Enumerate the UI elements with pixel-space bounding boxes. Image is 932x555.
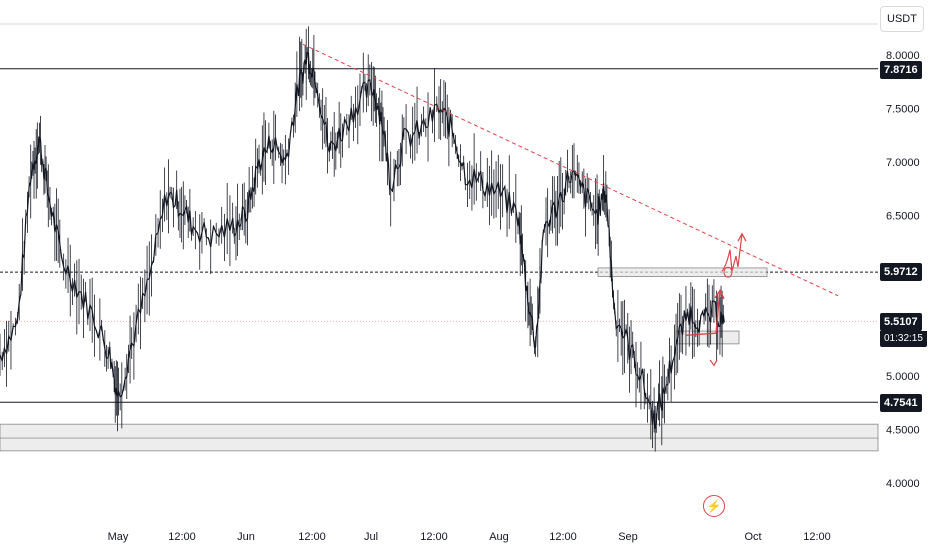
series-layer bbox=[0, 26, 725, 452]
breakout-arrow bbox=[721, 232, 747, 272]
zone-box bbox=[597, 267, 768, 277]
x-tick-label: May bbox=[108, 531, 129, 543]
zones-layer bbox=[0, 267, 879, 452]
y-tick-label: 7.5000 bbox=[886, 104, 920, 116]
y-tick-label: 4.5000 bbox=[886, 425, 920, 437]
mid-price-tag: 5.9712 bbox=[880, 263, 922, 281]
down-arrow bbox=[709, 359, 718, 367]
currency-selector[interactable]: USDT bbox=[880, 6, 924, 32]
x-tick-label: 12:00 bbox=[803, 531, 831, 543]
y-tick-label: 5.0000 bbox=[886, 371, 920, 383]
resistance-price-tag: 7.8716 bbox=[880, 61, 922, 79]
x-tick-label: 12:00 bbox=[549, 531, 577, 543]
current-price-tag: 5.5107 bbox=[880, 313, 922, 331]
support-price-tag: 4.7541 bbox=[880, 394, 922, 412]
x-tick-label: 12:00 bbox=[420, 531, 448, 543]
y-axis: 8.0000 7.5000 7.0000 6.5000 5.0000 4.5000 4.00… bbox=[886, 50, 920, 490]
x-tick-label: Oct bbox=[744, 531, 761, 543]
x-tick-label: Aug bbox=[489, 531, 509, 543]
x-axis: May 12:00 Jun 12:00 Jul 12:00 Aug 12:00 Sep Oct 12… bbox=[108, 531, 831, 543]
trend-layer bbox=[302, 43, 839, 367]
zone-box bbox=[0, 423, 879, 452]
y-tick-label: 4.0000 bbox=[886, 478, 920, 490]
x-tick-label: 12:00 bbox=[298, 531, 326, 543]
bounce-arrow bbox=[685, 288, 725, 337]
y-tick-label: 8.0000 bbox=[886, 50, 920, 62]
candle-countdown: 01:32:15 bbox=[880, 331, 927, 347]
x-tick-label: Sep bbox=[618, 531, 638, 543]
y-tick-label: 7.0000 bbox=[886, 157, 920, 169]
x-tick-label: Jul bbox=[364, 531, 378, 543]
price-line bbox=[0, 51, 725, 429]
y-tick-label: 6.5000 bbox=[886, 211, 920, 223]
retest-circle bbox=[723, 266, 733, 278]
x-tick-label: 12:00 bbox=[168, 531, 196, 543]
descending-trendline bbox=[302, 43, 839, 297]
lightning-bolt-icon[interactable]: ⚡ bbox=[703, 495, 725, 517]
x-tick-label: Jun bbox=[237, 531, 255, 543]
